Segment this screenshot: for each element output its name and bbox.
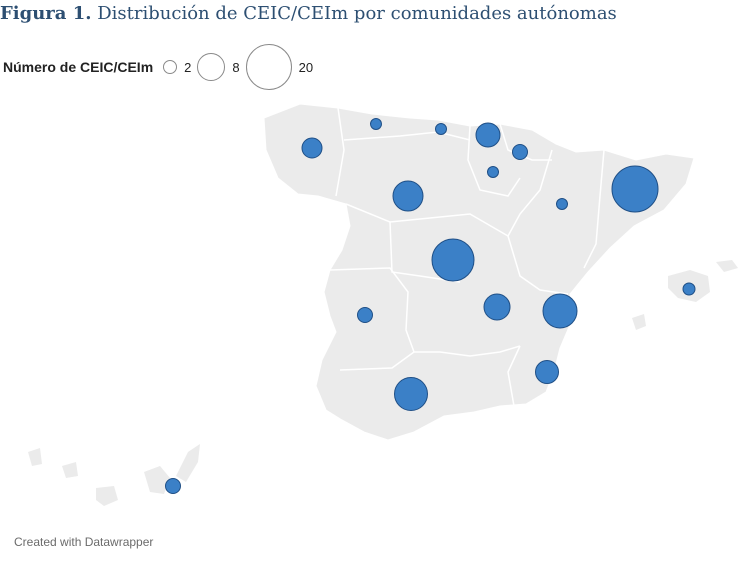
bubble-castilla-la-mancha[interactable] — [483, 293, 511, 321]
bubble-galicia[interactable] — [301, 137, 323, 159]
region-borders — [329, 107, 605, 407]
bubble-asturias[interactable] — [370, 118, 382, 130]
bubble-comunidad-valenciana[interactable] — [542, 293, 578, 329]
legend-item-large: 20 — [245, 44, 314, 90]
peninsula-shape — [263, 103, 695, 441]
canary-island-4 — [144, 466, 170, 494]
bubble-layer — [165, 118, 696, 494]
legend-item-small: 2 — [163, 60, 191, 75]
bubble-la-rioja[interactable] — [487, 166, 499, 178]
map-land — [28, 103, 738, 506]
bubble-pais-vasco[interactable] — [475, 122, 501, 148]
bubble-aragon[interactable] — [556, 198, 568, 210]
chart-title: Figura 1. Distribución de CEIC/CEIm por … — [0, 3, 617, 24]
legend-label-medium: 8 — [232, 59, 240, 75]
legend-circle-large — [245, 44, 292, 90]
bubble-cantabria[interactable] — [435, 123, 447, 135]
balearic-menorca — [716, 260, 738, 272]
legend-item-medium: 8 — [197, 53, 240, 81]
bubble-cataluna[interactable] — [611, 165, 659, 213]
bubble-castilla-y-leon[interactable] — [392, 180, 424, 212]
legend-label-small: 2 — [184, 59, 192, 75]
legend-circle-small — [163, 60, 178, 74]
legend-label-large: 20 — [298, 59, 314, 75]
bubble-baleares[interactable] — [682, 282, 696, 296]
title-prefix: Figura 1. — [0, 3, 92, 24]
bubble-madrid[interactable] — [431, 238, 475, 282]
bubble-andalucia[interactable] — [394, 377, 428, 411]
size-legend: Número de CEIC/CEIm 2 8 20 — [3, 44, 319, 90]
bubble-canarias[interactable] — [165, 478, 181, 494]
title-text: Distribución de CEIC/CEIm por comunidade… — [97, 3, 617, 24]
bubble-extremadura[interactable] — [357, 307, 373, 323]
canary-island-3 — [96, 486, 118, 506]
datawrapper-credit: Created with Datawrapper — [14, 535, 154, 549]
bubble-navarra[interactable] — [512, 144, 528, 160]
canary-island-1 — [28, 448, 42, 466]
canary-island-2 — [62, 462, 78, 478]
legend-title: Número de CEIC/CEIm — [3, 59, 154, 75]
bubble-murcia[interactable] — [535, 360, 559, 384]
legend-circle-medium — [197, 53, 226, 81]
balearic-ibiza — [632, 314, 646, 330]
canary-island-5 — [176, 444, 200, 482]
